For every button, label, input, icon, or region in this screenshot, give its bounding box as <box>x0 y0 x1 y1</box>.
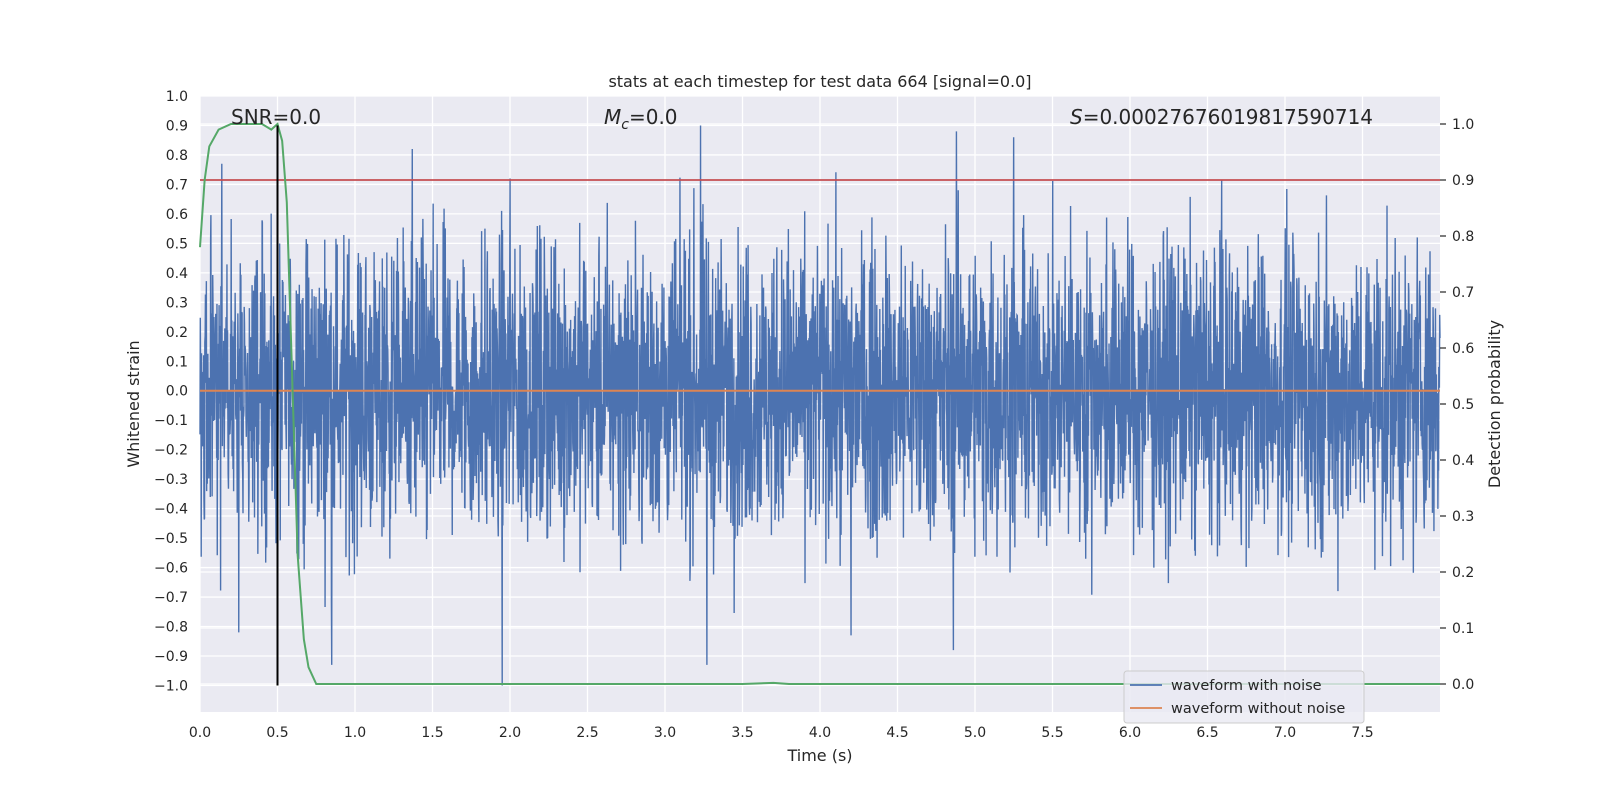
y-tick-label-left: 0.0 <box>166 384 188 400</box>
x-tick-label: 4.0 <box>809 725 831 741</box>
x-tick-label: 5.5 <box>1041 725 1063 741</box>
s-symbol: S <box>1070 105 1083 129</box>
y-tick-label-left: 0.3 <box>166 295 188 311</box>
y-tick-label-right: 0.2 <box>1452 565 1474 581</box>
y-tick-label-right: 0.3 <box>1452 509 1474 525</box>
y-tick-label-right: 0.5 <box>1452 397 1474 413</box>
y-tick-label-right: 0.8 <box>1452 229 1474 245</box>
x-tick-label: 0.5 <box>266 725 288 741</box>
s-value: =0.00027676019817590714 <box>1083 105 1373 129</box>
y-tick-label-left: 0.4 <box>166 266 188 282</box>
x-tick-label: 3.5 <box>731 725 753 741</box>
legend-label-noise: waveform with noise <box>1171 678 1322 694</box>
x-tick-label: 2.5 <box>576 725 598 741</box>
ticks: 0.0 0.5 1.0 1.5 2.0 2.5 3.0 3.5 4.0 4.5 5.0 5.5 6.0 6… <box>154 89 1474 741</box>
s-annotation: S=0.00027676019817590714 <box>1070 105 1373 129</box>
x-tick-label: 3.0 <box>654 725 676 741</box>
y-tick-label-left: 0.1 <box>166 354 188 370</box>
y-tick-label-left: 0.7 <box>166 177 188 193</box>
y-tick-label-left: −0.3 <box>154 472 188 488</box>
y-tick-label-right: 0.0 <box>1452 677 1474 693</box>
waveform-with-noise-layer <box>199 125 1441 686</box>
y-tick-label-right: 0.6 <box>1452 341 1474 357</box>
chirp-mass-annotation: Mc=0.0 <box>604 105 678 133</box>
y-tick-label-left: −0.5 <box>154 531 188 547</box>
y-tick-label-right: 0.4 <box>1452 453 1474 469</box>
snr-annotation: SNR=0.0 <box>231 105 321 129</box>
detection-probability-line <box>199 122 1440 685</box>
legend: waveform with noise waveform without noi… <box>1123 670 1365 724</box>
x-tick-label: 6.0 <box>1119 725 1141 741</box>
y-tick-label-left: 0.2 <box>166 325 188 341</box>
y-tick-label-left: 0.9 <box>166 118 188 134</box>
y-tick-label-left: −0.9 <box>154 649 188 665</box>
x-tick-label: 4.5 <box>886 725 908 741</box>
y-tick-label-left: −0.1 <box>154 413 188 429</box>
y-axis-label-right: Detection probability <box>1485 320 1504 488</box>
legend-label-clean: waveform without noise <box>1171 701 1345 717</box>
y-tick-label-left: −0.2 <box>154 443 188 459</box>
y-tick-label-left: −0.8 <box>154 620 188 636</box>
lines-layer <box>199 122 1440 686</box>
y-tick-label-right: 1.0 <box>1452 117 1474 133</box>
waveform-with-noise-line <box>199 125 1441 686</box>
y-axis-label-left: Whitened strain <box>124 340 143 467</box>
x-tick-label: 6.5 <box>1196 725 1218 741</box>
x-tick-label: 7.5 <box>1351 725 1373 741</box>
x-tick-label: 2.0 <box>499 725 521 741</box>
y-tick-label-left: 0.8 <box>166 148 188 164</box>
x-tick-label: 1.0 <box>344 725 366 741</box>
y-tick-label-right: 0.9 <box>1452 173 1474 189</box>
y-tick-label-right: 0.7 <box>1452 285 1474 301</box>
chart-title: stats at each timestep for test data 664… <box>608 72 1031 91</box>
x-axis-label: Time (s) <box>786 746 852 765</box>
y-tick-label-left: −0.7 <box>154 590 188 606</box>
y-tick-label-left: −0.6 <box>154 561 188 577</box>
legend-box <box>1123 670 1365 724</box>
y-tick-label-left: −0.4 <box>154 502 188 518</box>
y-tick-label-left: −1.0 <box>154 678 188 694</box>
x-tick-label: 0.0 <box>189 725 211 741</box>
y-tick-label-right: 0.1 <box>1452 621 1474 637</box>
x-tick-label: 7.0 <box>1274 725 1296 741</box>
x-tick-label: 1.5 <box>421 725 443 741</box>
y-tick-label-left: 0.6 <box>166 207 188 223</box>
chirp-mass-value: =0.0 <box>629 105 678 129</box>
y-tick-label-left: 0.5 <box>166 236 188 252</box>
x-tick-label: 5.0 <box>964 725 986 741</box>
y-tick-label-left: 1.0 <box>166 89 188 105</box>
chirp-mass-subscript: c <box>621 117 629 133</box>
chirp-mass-symbol: M <box>604 105 621 129</box>
